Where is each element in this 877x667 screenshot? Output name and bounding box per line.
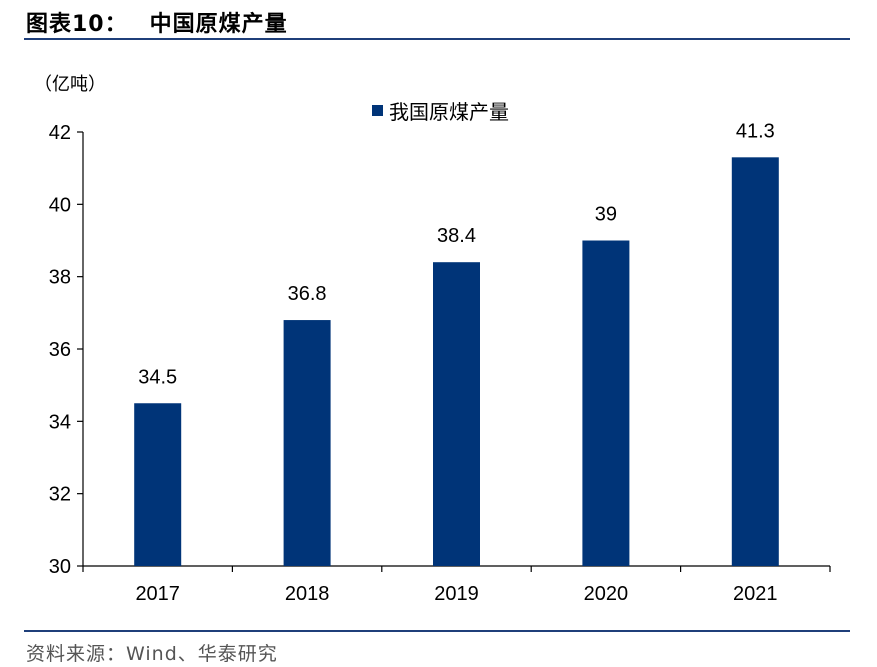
data-label: 36.8 [288, 283, 327, 305]
bar [433, 262, 480, 566]
x-tick-label: 2020 [584, 583, 629, 605]
data-label: 41.3 [736, 120, 775, 142]
y-tick-label: 30 [49, 556, 71, 578]
bars [134, 157, 779, 567]
x-tick-label: 2021 [733, 583, 778, 605]
data-label: 34.5 [138, 366, 177, 388]
bar [283, 320, 331, 566]
x-tick-label: 2017 [135, 583, 180, 605]
figure-title: 图表10： 中国原煤产量 [26, 6, 288, 38]
legend: 我国原煤产量 [372, 96, 509, 125]
y-tick-label: 42 [49, 122, 71, 144]
y-tick-label: 38 [49, 267, 71, 289]
x-axis: 2017 2018 2019 2020 2021 [82, 565, 831, 605]
y-tick-label: 36 [49, 339, 71, 361]
bar [582, 240, 630, 566]
y-axis: 30 32 34 36 38 40 42 [49, 122, 84, 578]
x-tick-label: 2018 [285, 583, 330, 605]
data-label: 39 [595, 204, 617, 226]
y-tick-label: 34 [49, 411, 71, 433]
bottom-divider [24, 630, 850, 632]
figure-number: 图表10： [26, 12, 128, 37]
source-note: 资料来源：Wind、华泰研究 [26, 643, 278, 665]
legend-label: 我国原煤产量 [389, 100, 509, 124]
data-label: 38.4 [437, 225, 476, 247]
y-tick-label: 32 [49, 484, 71, 506]
figure-title-text: 中国原煤产量 [149, 12, 288, 37]
x-tick-label: 2019 [434, 583, 479, 605]
y-tick-label: 40 [49, 194, 71, 216]
top-divider [24, 38, 850, 40]
data-labels: 34.5 36.8 38.4 39 41.3 [138, 120, 775, 388]
y-axis-unit: （亿吨） [34, 74, 106, 95]
bar [731, 157, 779, 567]
legend-swatch [372, 105, 383, 116]
bar [134, 403, 182, 566]
